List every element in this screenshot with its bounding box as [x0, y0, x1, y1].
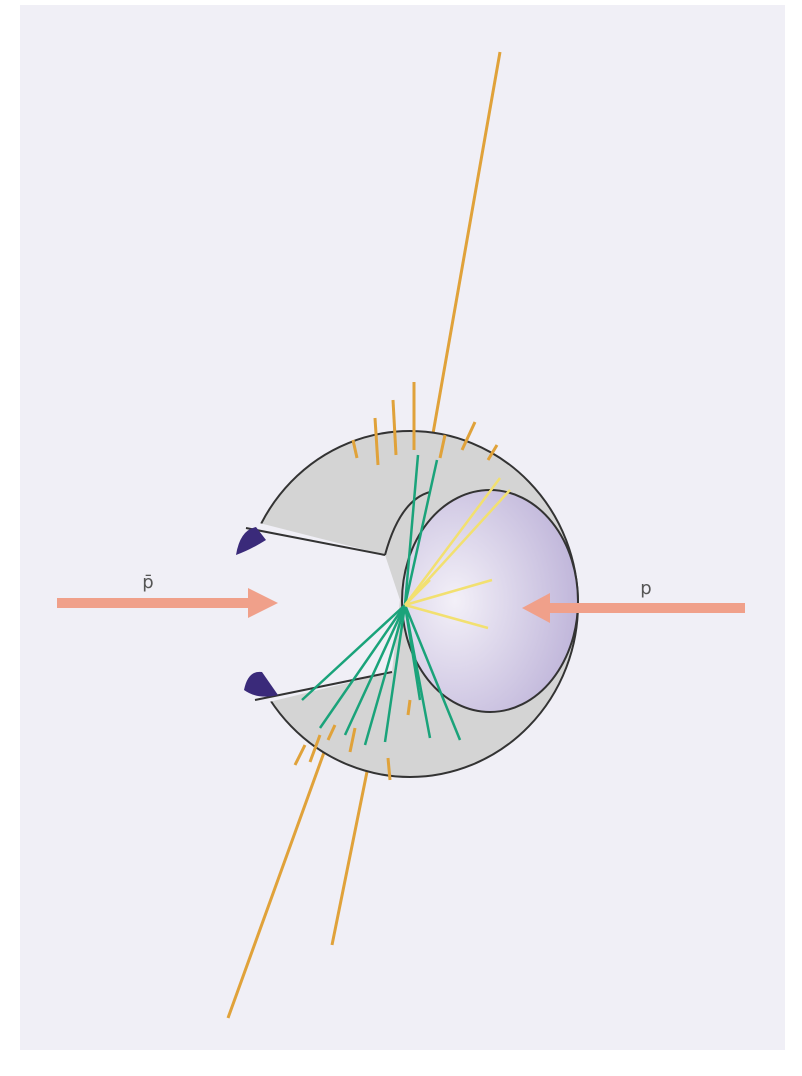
proton-beam: [522, 593, 745, 623]
neutral-tracks: [403, 477, 511, 630]
inner-edge: [384, 491, 431, 556]
endcap-top: [236, 527, 266, 555]
antiproton-beam: [57, 588, 278, 618]
detector-inner: [401, 489, 579, 713]
detector-cutaway: [228, 515, 400, 712]
jet-tracks: [226, 51, 502, 1019]
endcap-bottom: [244, 671, 278, 697]
cutaway-edges: [245, 527, 393, 701]
antiproton-label: p̄: [142, 572, 153, 593]
calorimeter-hits: [293, 382, 499, 781]
charged-tracks: [301, 454, 462, 746]
proton-label: p: [640, 578, 651, 599]
